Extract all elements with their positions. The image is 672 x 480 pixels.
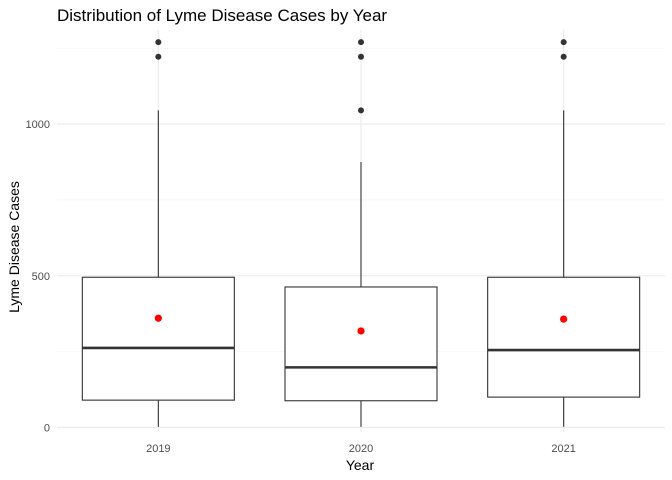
box-2021: [487, 39, 641, 427]
mean-point: [357, 327, 365, 335]
y-tick-label: 0: [44, 422, 50, 434]
iqr-box: [81, 276, 235, 401]
y-tick-label: 1000: [26, 119, 50, 131]
box-2019: [81, 39, 235, 427]
x-axis-title: Year: [346, 457, 375, 473]
y-axis-ticks: 0 500 1000: [26, 119, 50, 434]
x-tick-label: 2019: [146, 443, 170, 455]
x-tick-label: 2020: [349, 443, 373, 455]
y-axis-title: Lyme Disease Cases: [6, 181, 22, 313]
x-tick-label: 2021: [551, 443, 575, 455]
outlier-point: [155, 39, 162, 46]
mean-point: [154, 314, 162, 322]
boxes: [81, 39, 641, 427]
y-tick-label: 500: [32, 271, 50, 283]
iqr-box: [284, 286, 438, 402]
outlier-point: [560, 53, 567, 60]
outlier-point: [358, 107, 364, 114]
outlier-point: [155, 53, 162, 60]
outlier-point: [358, 53, 364, 60]
x-axis-ticks: 2019 2020 2021: [146, 443, 576, 455]
iqr-box: [487, 276, 641, 398]
box-2020: [284, 39, 438, 427]
outlier-point: [358, 39, 364, 46]
outlier-point: [560, 39, 567, 46]
chart-title: Distribution of Lyme Disease Cases by Ye…: [57, 6, 387, 25]
mean-point: [560, 315, 568, 323]
